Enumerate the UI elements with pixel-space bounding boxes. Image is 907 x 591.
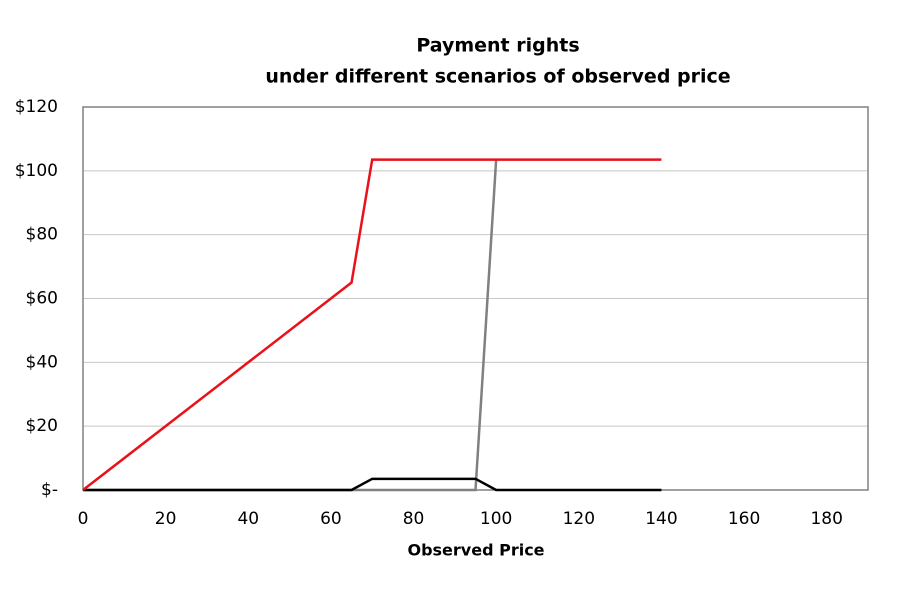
x-axis-title: Observed Price: [407, 541, 544, 560]
x-tick-label: 160: [728, 509, 760, 529]
chart-subtitle: under different scenarios of observed pr…: [265, 66, 730, 88]
chart-title: Payment rights: [416, 35, 579, 57]
x-tick-label: 20: [155, 509, 177, 529]
y-tick-label: $120: [15, 97, 58, 117]
y-tick-label: $80: [26, 225, 58, 245]
x-tick-label: 40: [237, 509, 259, 529]
x-tick-label: 140: [645, 509, 677, 529]
y-tick-label: $60: [26, 289, 58, 309]
y-tick-label: $20: [26, 416, 58, 436]
x-tick-label: 0: [78, 509, 89, 529]
y-tick-label: $40: [26, 352, 58, 372]
x-tick-label: 120: [563, 509, 595, 529]
x-tick-label: 100: [480, 509, 512, 529]
line-series: [82, 158, 662, 491]
x-tick-label: 60: [320, 509, 342, 529]
line-series: [83, 159, 498, 492]
line-series: [83, 477, 662, 492]
x-tick-label: 180: [810, 509, 842, 529]
y-tick-label: $-: [41, 480, 58, 500]
y-tick-label: $100: [15, 161, 58, 181]
x-tick-label: 80: [403, 509, 425, 529]
